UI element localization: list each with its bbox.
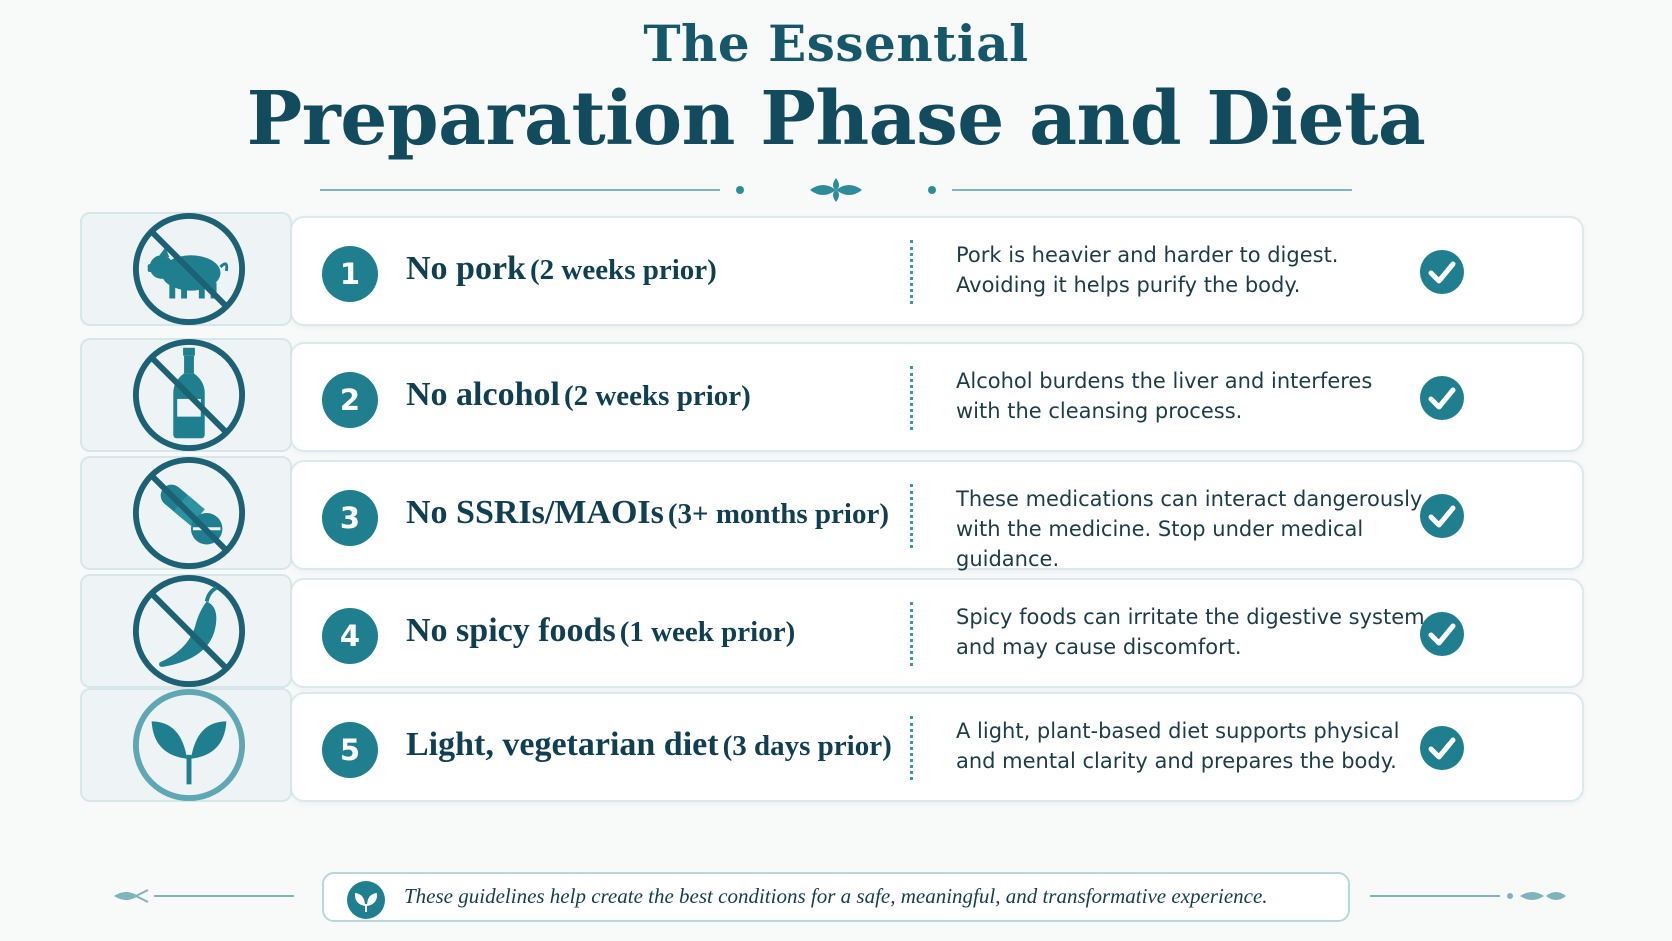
leaf-icon bbox=[132, 688, 246, 802]
step-number-badge: 5 bbox=[322, 722, 378, 778]
rule-title: No spicy foods (1 week prior) bbox=[406, 612, 795, 650]
rule-card bbox=[290, 578, 1584, 688]
no-pork-icon bbox=[132, 212, 246, 326]
leaf-icon bbox=[347, 881, 385, 919]
dotted-separator bbox=[910, 602, 917, 666]
rule-timing: (2 weeks prior) bbox=[563, 380, 751, 412]
desc-line-2: and may cause discomfort. bbox=[956, 635, 1242, 659]
rule-row-4: 4 No spicy foods (1 week prior) Spicy fo… bbox=[80, 574, 1584, 688]
rule-title: Light, vegetarian diet (3 days prior) bbox=[406, 726, 892, 764]
rule-row-3: 3 No SSRIs/MAOIs (3+ months prior) These… bbox=[80, 456, 1584, 571]
rule-card bbox=[290, 692, 1584, 802]
desc-line-1: Alcohol burdens the liver and interferes bbox=[956, 369, 1373, 393]
rule-title-main: No spicy foods bbox=[406, 612, 616, 649]
rule-timing: (3+ months prior) bbox=[667, 498, 890, 530]
rule-description: These medications can interact dangerous… bbox=[956, 484, 1456, 574]
rule-row-2: 2 No alcohol (2 weeks prior) Alcohol bur… bbox=[80, 338, 1584, 452]
footer-note-box bbox=[322, 872, 1350, 922]
dotted-separator bbox=[910, 366, 917, 430]
desc-line-2: and mental clarity and prepares the body… bbox=[956, 749, 1397, 773]
rule-timing: (2 weeks prior) bbox=[529, 254, 717, 286]
title-line-1: The Essential bbox=[643, 14, 1029, 73]
rule-timing: (3 days prior) bbox=[722, 730, 892, 762]
icon-panel bbox=[80, 688, 292, 802]
check-icon bbox=[1420, 250, 1464, 294]
step-number-badge: 4 bbox=[322, 608, 378, 664]
rule-description: Alcohol burdens the liver and interferes… bbox=[956, 366, 1456, 426]
footer-left-ornament bbox=[114, 889, 294, 903]
no-alcohol-icon bbox=[132, 338, 246, 452]
footer-right-ornament bbox=[1370, 892, 1566, 900]
dotted-separator bbox=[910, 484, 917, 548]
check-icon bbox=[1420, 376, 1464, 420]
step-number-badge: 1 bbox=[322, 246, 378, 302]
check-icon bbox=[1420, 494, 1464, 538]
check-icon bbox=[1420, 726, 1464, 770]
desc-line-1: Pork is heavier and harder to digest. bbox=[956, 243, 1339, 267]
no-chili-icon bbox=[132, 574, 246, 688]
rule-title-main: No pork bbox=[406, 250, 526, 287]
rule-card bbox=[290, 216, 1584, 326]
rule-card bbox=[290, 342, 1584, 452]
rule-title: No pork (2 weeks prior) bbox=[406, 250, 717, 288]
desc-line-1: A light, plant-based diet supports physi… bbox=[956, 719, 1400, 743]
rule-description: A light, plant-based diet supports physi… bbox=[956, 716, 1456, 776]
rule-timing: (1 week prior) bbox=[619, 616, 796, 648]
dotted-separator bbox=[910, 716, 917, 780]
rule-row-1: 1 No pork (2 weeks prior) Pork is heavie… bbox=[80, 212, 1584, 326]
divider-ornament bbox=[320, 178, 1352, 202]
rule-title: No SSRIs/MAOIs (3+ months prior) bbox=[406, 494, 889, 532]
desc-line-2: with the cleansing process. bbox=[956, 399, 1243, 423]
rule-description: Spicy foods can irritate the digestive s… bbox=[956, 602, 1456, 662]
desc-line-1: These medications can interact dangerous… bbox=[956, 487, 1423, 511]
no-pills-icon bbox=[132, 456, 246, 570]
step-number-badge: 2 bbox=[322, 372, 378, 428]
rule-title-main: No SSRIs/MAOIs bbox=[406, 494, 664, 531]
rule-row-5: 5 Light, vegetarian diet (3 days prior) … bbox=[80, 688, 1584, 802]
rule-title-main: No alcohol bbox=[406, 376, 560, 413]
check-icon bbox=[1420, 612, 1464, 656]
desc-line-2: with the medicine. Stop under medical gu… bbox=[956, 517, 1364, 571]
dotted-separator bbox=[910, 240, 917, 304]
step-number-badge: 3 bbox=[322, 490, 378, 546]
footer-text: These guidelines help create the best co… bbox=[404, 884, 1268, 908]
rule-title-main: Light, vegetarian diet bbox=[406, 726, 719, 763]
page-title: Preparation Phase and Dieta bbox=[246, 76, 1426, 162]
rule-description: Pork is heavier and harder to digest. Avo… bbox=[956, 240, 1456, 300]
rule-card bbox=[290, 460, 1584, 570]
desc-line-1: Spicy foods can irritate the digestive s… bbox=[956, 605, 1425, 629]
rule-title: No alcohol (2 weeks prior) bbox=[406, 376, 751, 414]
desc-line-2: Avoiding it helps purify the body. bbox=[956, 273, 1301, 297]
